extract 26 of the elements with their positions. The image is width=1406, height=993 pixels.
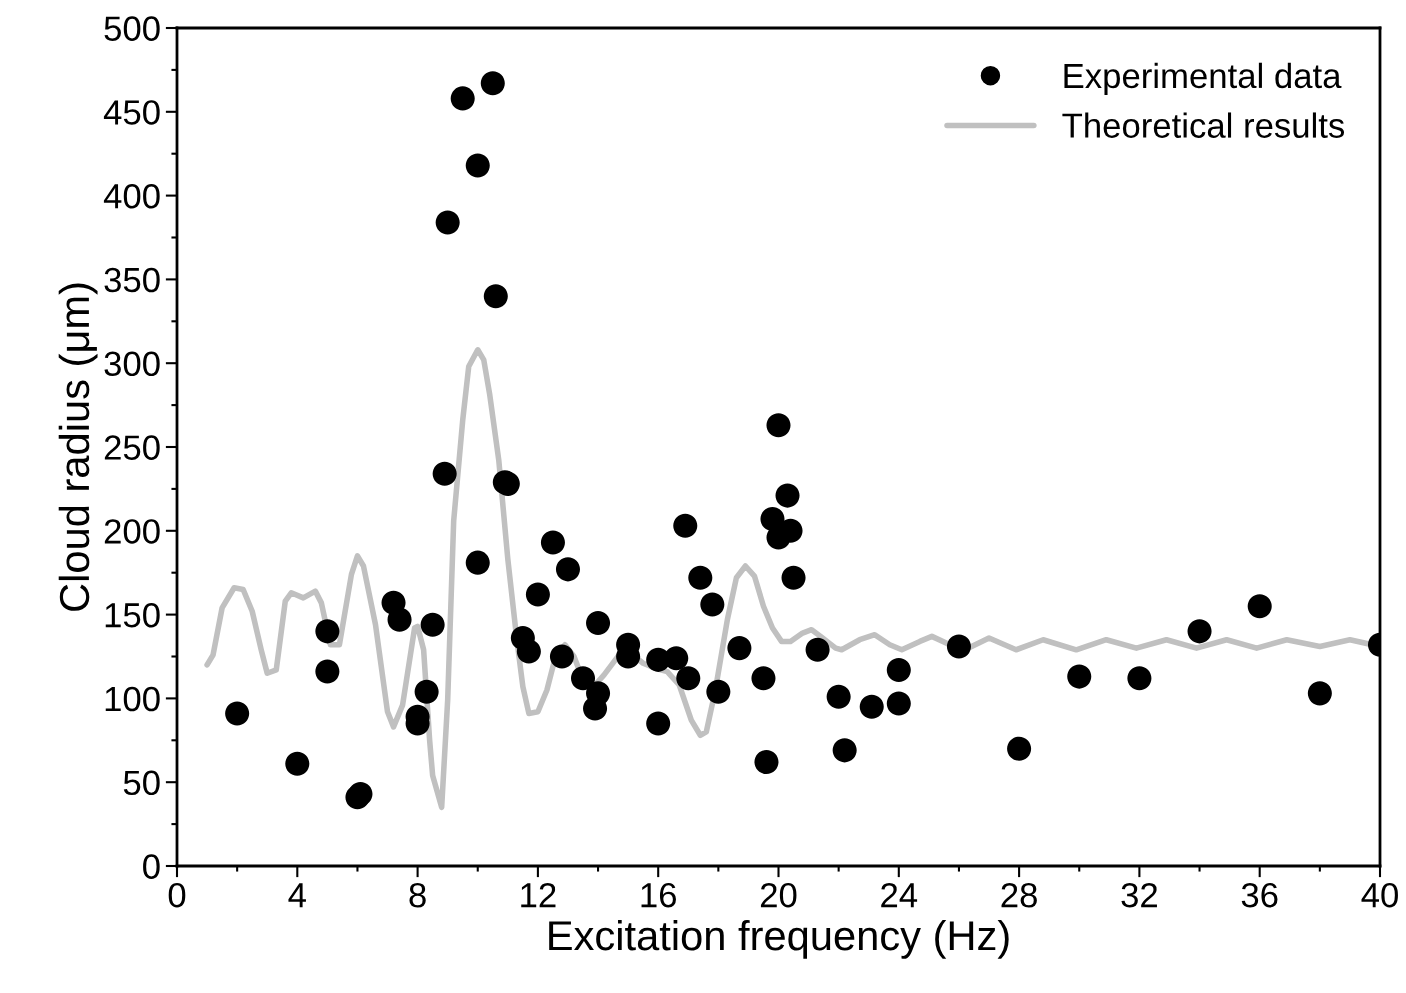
legend-label: Theoretical results xyxy=(1062,112,1345,138)
x-tick-label: 40 xyxy=(1361,882,1398,908)
y-tick-label: 300 xyxy=(104,351,160,377)
x-tick-label: 32 xyxy=(1121,882,1157,908)
x-tick-label: 4 xyxy=(288,883,306,908)
x-tick-label: 36 xyxy=(1241,882,1278,908)
y-tick-label: 150 xyxy=(105,602,160,628)
y-tick-label: 0 xyxy=(143,854,160,879)
y-tick-label: 200 xyxy=(104,519,160,544)
y-tick-label: 50 xyxy=(123,770,160,796)
y-tick-label: 250 xyxy=(104,435,160,460)
y-tick-label: 400 xyxy=(103,183,160,209)
y-tick-label: 350 xyxy=(104,267,160,293)
y-tick-label: 100 xyxy=(105,686,160,712)
y-axis-title: Cloud radius (μm) xyxy=(58,283,98,611)
x-tick-label: 24 xyxy=(881,882,918,908)
x-tick-label: 0 xyxy=(168,882,186,908)
legend-label: Experimental data xyxy=(1064,62,1342,96)
y-tick-label: 450 xyxy=(103,100,160,125)
y-tick-label: 500 xyxy=(104,16,160,41)
x-tick-label: 28 xyxy=(1001,882,1037,908)
x-axis-title: Excitation frequency (Hz) xyxy=(549,919,1009,959)
x-tick-label: 16 xyxy=(641,882,676,908)
x-tick-label: 20 xyxy=(760,882,797,908)
x-tick-label: 8 xyxy=(409,882,426,908)
x-tick-label: 12 xyxy=(521,882,556,908)
